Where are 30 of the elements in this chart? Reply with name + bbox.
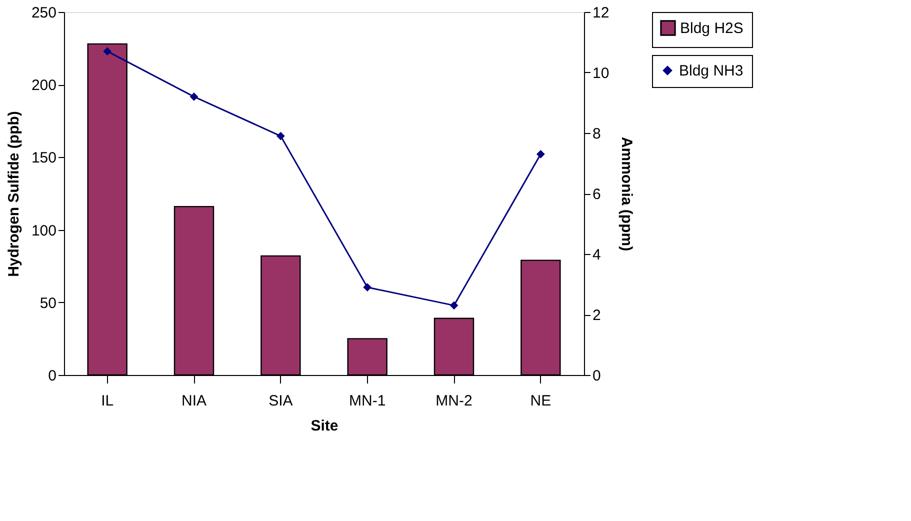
y2-tick-label: 0 [592, 368, 601, 384]
y2-tick-label: 4 [592, 246, 601, 264]
x-tick-label: NIA [181, 392, 207, 410]
y-tick-label: 0 [48, 368, 56, 384]
y2-tick-label: 8 [592, 126, 601, 142]
x-tick-label: IL [101, 392, 114, 410]
point [276, 132, 285, 140]
y2-tick-label: 10 [592, 65, 610, 82]
y-axis-title: Hydrogen Sulfide (ppb) [5, 111, 22, 277]
point [103, 47, 112, 56]
y-tick-label: 250 [31, 4, 56, 22]
y2-tick-label: 2 [592, 307, 601, 324]
x-tick-label: MN-1 [348, 392, 386, 410]
point [536, 150, 545, 158]
point [450, 301, 458, 310]
legend-label: Bldg NH3 [679, 62, 744, 80]
x-tick-label: NE [530, 392, 552, 410]
y-tick-label: 200 [31, 77, 56, 94]
point [190, 92, 198, 101]
y2-tick-label: 6 [592, 186, 601, 203]
point [363, 283, 372, 292]
y2-tick-label: 12 [592, 4, 610, 22]
y2-axis-title: Ammonia (ppm) [618, 136, 636, 252]
legend-label: Bldg H2S [680, 20, 744, 37]
x-tick-label: MN-2 [436, 392, 472, 410]
y-tick-label: 100 [31, 222, 56, 240]
x-tick-label: SIA [268, 392, 293, 410]
y-tick-label: 150 [31, 150, 56, 167]
x-axis-title: Site [310, 418, 338, 434]
y-tick-label: 50 [40, 294, 56, 312]
